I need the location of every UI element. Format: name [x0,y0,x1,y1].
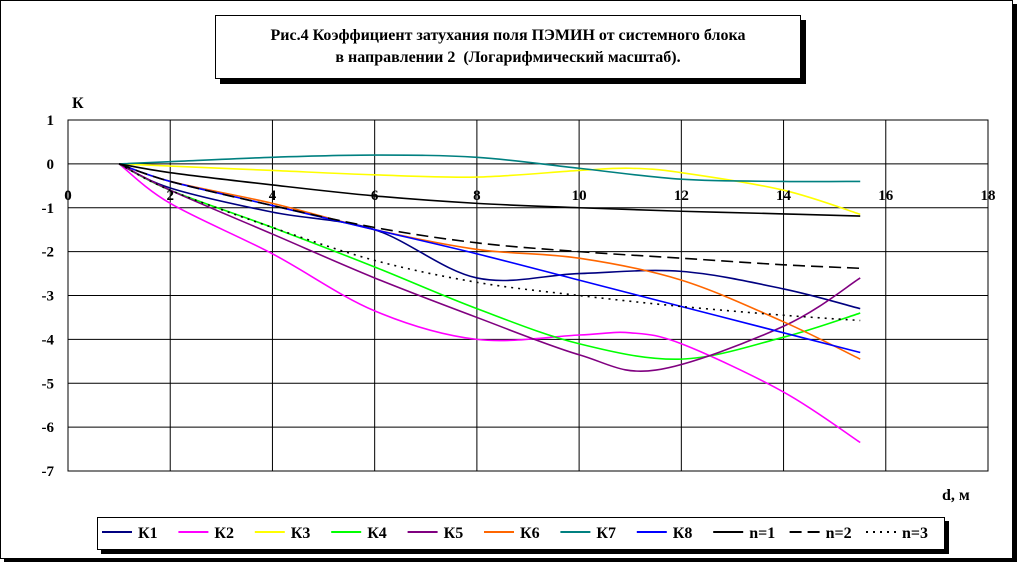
series-line-1 [118,163,861,310]
chart-title-line-1: Рис.4 Коэффициент затухания поля ПЭМИН о… [270,27,746,44]
y-tick-label: -2 [42,245,55,261]
x-tick-label: 18 [981,188,996,204]
y-tick-label: -3 [42,289,55,305]
x-tick-label: 16 [878,188,894,204]
legend-label-9: n=1 [749,525,775,542]
y-tick-label: -7 [42,464,55,480]
series-line-3 [119,163,861,216]
x-tick-label: 8 [473,188,481,204]
x-tick-label: 4 [269,188,277,204]
series-line-11 [118,163,861,322]
legend-label-5: К5 [444,525,464,542]
series-line-6 [118,163,861,360]
series-line-8 [118,163,861,354]
y-tick-label: -5 [42,376,55,392]
legend-label-8: К8 [673,525,693,542]
legend-label-6: К6 [520,525,540,542]
y-tick-label: -6 [42,420,55,436]
legend-label-1: К1 [138,525,158,542]
legend-label-4: К4 [367,525,387,542]
series-line-2 [118,163,861,444]
x-axis-label: d, м [942,487,970,504]
y-tick-label: 1 [47,113,55,129]
legend-label-10: n=2 [826,525,852,542]
series-line-9 [118,163,861,217]
x-tick-label: 14 [776,188,792,204]
series-line-5 [118,163,861,372]
y-axis-label: К [72,95,84,112]
legend-label-3: К3 [291,525,311,542]
series-line-10 [118,163,861,270]
x-tick-label: 2 [166,188,174,204]
chart-title: Рис.4 Коэффициент затухания поля ПЭМИН о… [215,15,801,79]
legend-label-7: К7 [596,525,616,542]
series-line-7 [119,154,861,183]
x-tick-label: 10 [572,188,587,204]
x-tick-label: 12 [674,188,689,204]
y-tick-label: 0 [47,157,55,173]
legend-label-2: К2 [214,525,234,542]
x-tick-label: 6 [371,188,379,204]
chart-title-line-2: в направлении 2 (Логарифмический масштаб… [335,49,681,66]
legend [97,517,945,550]
y-tick-label: -1 [42,201,55,217]
x-tick-label: 0 [64,188,72,204]
y-tick-label: -4 [42,332,55,348]
series-line-4 [118,163,861,360]
legend-label-11: n=3 [902,525,928,542]
